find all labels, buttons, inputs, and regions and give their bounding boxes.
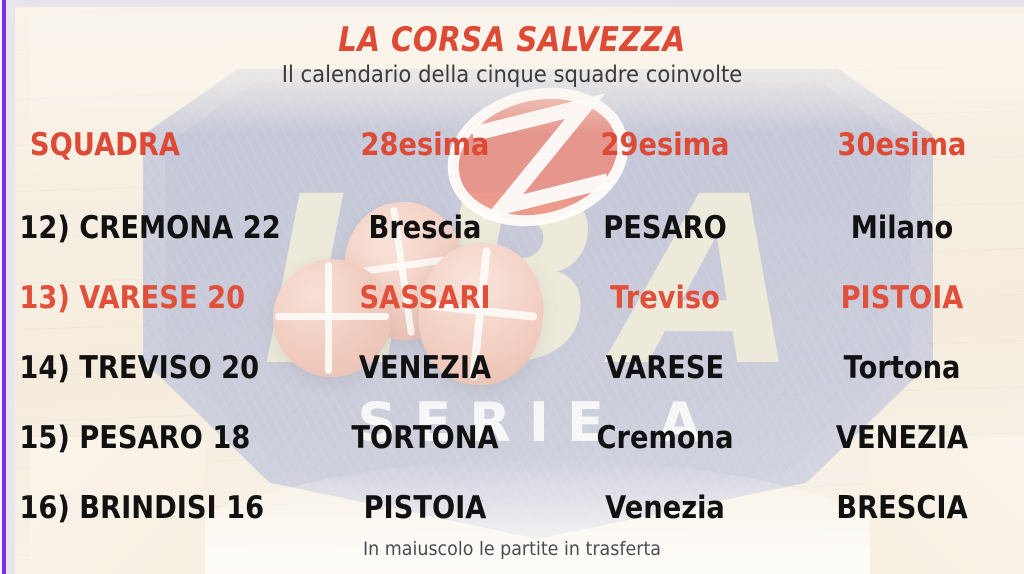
match-cell: TORTONA <box>351 420 499 456</box>
background-photo: LBA SERIE A <box>15 7 1024 574</box>
table-row: 13) VARESE 20 SASSARI Treviso PISTOIA <box>0 275 1024 321</box>
match-cell: Milano <box>850 210 954 246</box>
match-cell: Tortona <box>843 350 961 386</box>
match-cell: PESARO <box>603 210 727 246</box>
match-cell: Venezia <box>605 490 725 526</box>
match-cell: PISTOIA <box>363 490 487 526</box>
match-cell: VARESE <box>605 350 725 386</box>
table-row: 15) PESARO 18 TORTONA Cremona VENEZIA <box>0 415 1024 461</box>
team-cell: 14) TREVISO 20 <box>19 350 260 386</box>
match-cell: VENEZIA <box>358 350 492 386</box>
match-cell: Cremona <box>596 420 734 456</box>
table-row: 12) CREMONA 22 Brescia PESARO Milano <box>0 205 1024 251</box>
table-row: 16) BRINDISI 16 PISTOIA Venezia BRESCIA <box>0 485 1024 531</box>
match-cell: PISTOIA <box>840 280 964 316</box>
match-cell: SASSARI <box>359 280 491 316</box>
match-cell: Brescia <box>368 210 482 246</box>
column-header-squadra: SQUADRA <box>29 127 180 163</box>
table-row: 14) TREVISO 20 VENEZIA VARESE Tortona <box>0 345 1024 391</box>
page-subtitle: Il calendario della cinque squadre coinv… <box>281 62 743 88</box>
team-cell: 13) VARESE 20 <box>19 280 246 316</box>
column-header-29esima: 29esima <box>600 127 730 163</box>
team-cell: 15) PESARO 18 <box>19 420 251 456</box>
team-cell: 12) CREMONA 22 <box>19 210 281 246</box>
match-cell: Treviso <box>610 280 720 316</box>
top-strip <box>0 0 1024 7</box>
left-purple-accent-bar <box>2 0 6 574</box>
footer-note: In maiuscolo le partite in trasferta <box>362 538 662 560</box>
column-header-28esima: 28esima <box>360 127 490 163</box>
team-cell: 16) BRINDISI 16 <box>19 490 265 526</box>
left-grey-bar <box>6 0 15 574</box>
table-header-row: SQUADRA 28esima 29esima 30esima <box>0 122 1024 168</box>
column-header-30esima: 30esima <box>837 127 967 163</box>
match-cell: VENEZIA <box>835 420 969 456</box>
left-white-bar <box>0 0 2 574</box>
page-title: LA CORSA SALVEZZA <box>338 20 686 60</box>
match-cell: BRESCIA <box>836 490 968 526</box>
